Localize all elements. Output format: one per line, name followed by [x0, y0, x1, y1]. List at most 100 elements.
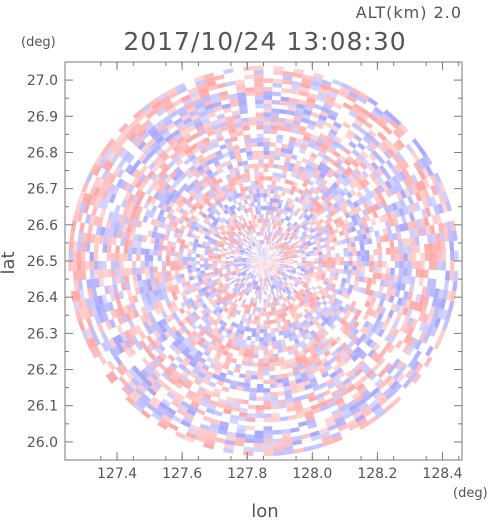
radar-cell — [335, 168, 343, 176]
radar-cell — [268, 353, 274, 359]
radar-cell — [211, 359, 219, 366]
radar-cell — [165, 255, 171, 261]
radar-cell — [255, 405, 264, 410]
radar-cell — [229, 334, 235, 341]
radar-cell — [263, 154, 270, 160]
radar-cell — [172, 305, 179, 312]
radar-cell — [201, 95, 211, 103]
radar-cell — [231, 302, 236, 308]
radar-cell — [321, 346, 329, 354]
radar-cell — [255, 261, 260, 264]
radar-cell — [188, 164, 197, 172]
radar-cell — [383, 280, 390, 288]
radar-cell — [391, 175, 400, 185]
radar-cell — [448, 300, 455, 312]
radar-cell — [306, 311, 312, 318]
radar-cell — [125, 370, 135, 381]
radar-cell — [271, 264, 276, 267]
radar-cell — [138, 153, 147, 163]
radar-cell — [245, 212, 250, 218]
radar-cell — [218, 319, 225, 326]
radar-cell — [79, 202, 86, 213]
radar-cell — [229, 384, 237, 390]
radar-cell — [377, 357, 386, 367]
radar-cell — [152, 132, 162, 142]
radar-cell — [236, 232, 241, 237]
radar-cell — [240, 214, 245, 220]
radar-cell — [365, 207, 373, 215]
radar-cell — [329, 317, 337, 324]
radar-cell — [221, 267, 227, 270]
radar-cell — [216, 379, 225, 387]
radar-cell — [254, 206, 259, 211]
radar-cell — [141, 155, 150, 165]
radar-cell — [329, 286, 335, 293]
radar-cell — [216, 261, 222, 264]
radar-cell — [282, 169, 288, 175]
radar-cell — [122, 305, 129, 315]
radar-cell — [296, 412, 306, 419]
radar-cell — [218, 121, 228, 128]
radar-cell — [303, 328, 310, 335]
radar-cell — [368, 372, 378, 381]
radar-cell — [300, 433, 311, 440]
radar-cell — [263, 388, 271, 393]
radar-cell — [189, 423, 200, 432]
radar-cell — [231, 340, 238, 346]
radar-cell — [138, 286, 145, 294]
radar-cell — [359, 271, 365, 277]
radar-cell — [246, 309, 251, 315]
radar-cell — [264, 235, 267, 240]
radar-cell — [348, 210, 355, 217]
radar-cell — [263, 345, 269, 351]
radar-cell — [225, 257, 230, 260]
radar-cell — [258, 307, 262, 312]
radar-cell — [243, 244, 248, 248]
radar-cell — [281, 325, 286, 331]
radar-cell — [263, 261, 268, 264]
radar-cell — [263, 257, 265, 261]
radar-cell — [345, 278, 351, 285]
radar-cell — [399, 189, 407, 199]
radar-cell — [239, 268, 245, 272]
radar-cell — [411, 245, 417, 254]
radar-cell — [450, 220, 457, 232]
radar-cell — [414, 362, 424, 374]
radar-cell — [246, 291, 250, 296]
radar-cell — [267, 176, 273, 181]
radar-cell — [235, 277, 240, 281]
radar-cell — [219, 344, 226, 351]
radar-cell — [316, 242, 321, 247]
radar-cell — [156, 123, 167, 133]
radar-cell — [220, 231, 226, 236]
radar-cell — [437, 308, 444, 319]
radar-cell — [263, 261, 268, 264]
radar-cell — [288, 266, 293, 269]
radar-cell — [259, 299, 262, 304]
radar-cell — [257, 362, 264, 368]
radar-cell — [360, 250, 366, 256]
radar-cell — [299, 235, 304, 240]
radar-cell — [301, 263, 306, 266]
radar-cell — [104, 171, 113, 182]
radar-cell — [414, 191, 422, 202]
radar-cell — [314, 303, 320, 310]
radar-cell — [252, 189, 257, 194]
radar-cell — [263, 417, 272, 423]
radar-cell — [269, 375, 276, 380]
radar-cell — [263, 328, 268, 334]
radar-cell — [319, 238, 325, 243]
radar-cell — [184, 216, 190, 223]
radar-cell — [245, 322, 251, 328]
radar-cell — [258, 358, 264, 363]
radar-cell — [433, 204, 440, 215]
radar-cell — [370, 161, 379, 171]
radar-cell — [312, 407, 322, 415]
radar-cell — [265, 303, 269, 308]
radar-cell — [277, 242, 282, 246]
radar-cell — [331, 435, 343, 444]
radar-cell — [269, 271, 273, 276]
radar-cell — [352, 261, 357, 266]
radar-cell — [293, 370, 301, 376]
radar-cell — [321, 435, 332, 443]
